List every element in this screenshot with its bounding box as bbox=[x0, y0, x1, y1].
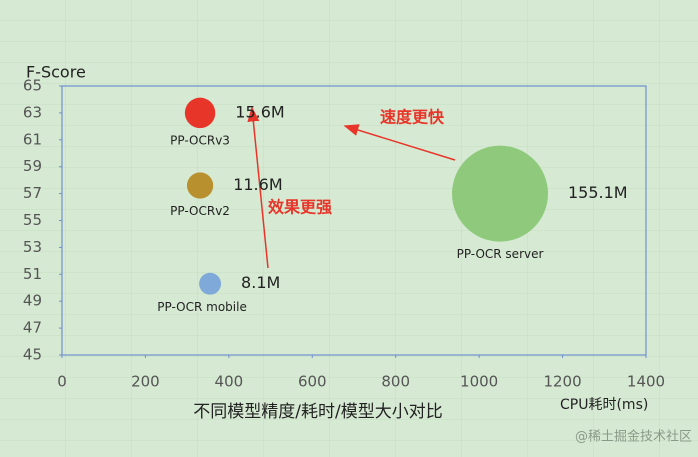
x-tick-label: 1000 bbox=[460, 373, 498, 391]
y-tick-label: 53 bbox=[23, 238, 42, 256]
x-tick-label: 0 bbox=[57, 373, 67, 391]
y-tick-label: 61 bbox=[23, 130, 42, 148]
y-tick-label: 51 bbox=[23, 265, 42, 283]
data-label: 11.6M bbox=[233, 175, 282, 194]
y-tick-label: 55 bbox=[23, 211, 42, 229]
y-tick-label: 49 bbox=[23, 292, 42, 310]
y-tick-label: 57 bbox=[23, 184, 42, 202]
bubble bbox=[199, 272, 222, 295]
bubble bbox=[186, 172, 214, 199]
annotation: 效果更强 bbox=[268, 198, 332, 217]
bubble-name: PP-OCRv3 bbox=[170, 134, 230, 148]
arrow bbox=[247, 106, 269, 269]
data-label: 8.1M bbox=[241, 273, 280, 292]
x-tick-label: 400 bbox=[215, 373, 244, 391]
bubble-name: PP-OCR mobile bbox=[157, 300, 247, 314]
data-label: 15.6M bbox=[235, 102, 284, 121]
y-tick-label: 59 bbox=[23, 157, 42, 175]
x-tick-label: 1400 bbox=[627, 373, 665, 391]
x-tick-label: 600 bbox=[298, 373, 327, 391]
x-tick-label: 1200 bbox=[543, 373, 581, 391]
y-tick-label: 63 bbox=[23, 103, 42, 121]
y-axis-label: F-Score bbox=[26, 63, 86, 82]
data-label: 155.1M bbox=[568, 183, 628, 202]
bubble-name: PP-OCRv2 bbox=[170, 204, 230, 218]
y-tick-label: 45 bbox=[23, 346, 42, 364]
y-tick-label: 65 bbox=[23, 77, 42, 95]
arrow bbox=[343, 124, 456, 161]
x-axis-label: CPU耗时(ms) bbox=[560, 397, 648, 413]
bubble bbox=[184, 97, 216, 129]
chart-title: 不同模型精度/耗时/模型大小对比 bbox=[193, 402, 442, 422]
annotation: 速度更快 bbox=[380, 108, 445, 127]
y-tick-label: 47 bbox=[23, 319, 42, 337]
x-tick-label: 800 bbox=[381, 373, 410, 391]
x-tick-label: 200 bbox=[131, 373, 160, 391]
bubble bbox=[452, 145, 548, 242]
watermark: @稀土掘金技术社区 bbox=[575, 429, 692, 445]
bubble-name: PP-OCR server bbox=[457, 247, 544, 261]
